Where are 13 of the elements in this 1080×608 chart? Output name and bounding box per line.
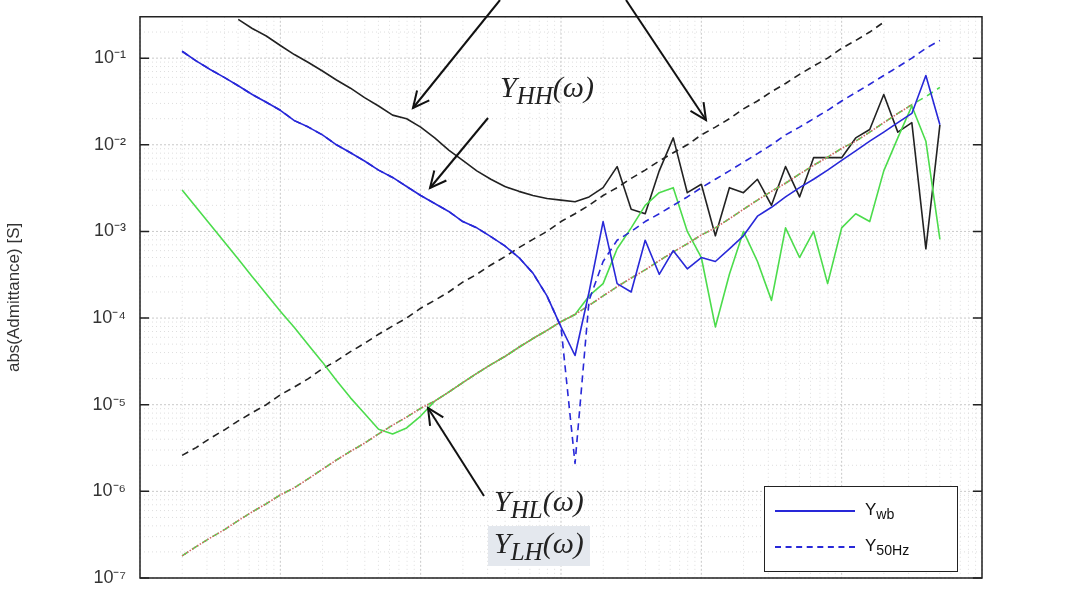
y-tick-label: 10⁻⁵ — [92, 393, 126, 414]
y-tick-label: 10⁻⁷ — [93, 566, 126, 587]
annotation: Y$_{LH}$(ω) — [488, 526, 590, 566]
y-tick-label: 10⁻³ — [93, 220, 127, 241]
y-tick-label: 10⁻¹ — [93, 47, 127, 68]
annotation: Y$_{HH}$(ω) — [499, 70, 595, 110]
annotation: Y$_{HL}$(ω) — [493, 484, 585, 524]
y-axis-title: abs(Admittance) [S] — [3, 222, 23, 373]
legend-label: Y$_{50Hz}$ — [865, 535, 910, 559]
y-tick-label: 10⁻⁴ — [92, 307, 126, 328]
y-tick-label: 10⁻² — [93, 133, 127, 154]
legend-label: Y$_{wb}$ — [865, 499, 895, 523]
y-tick-label: 10⁻⁶ — [92, 480, 126, 501]
